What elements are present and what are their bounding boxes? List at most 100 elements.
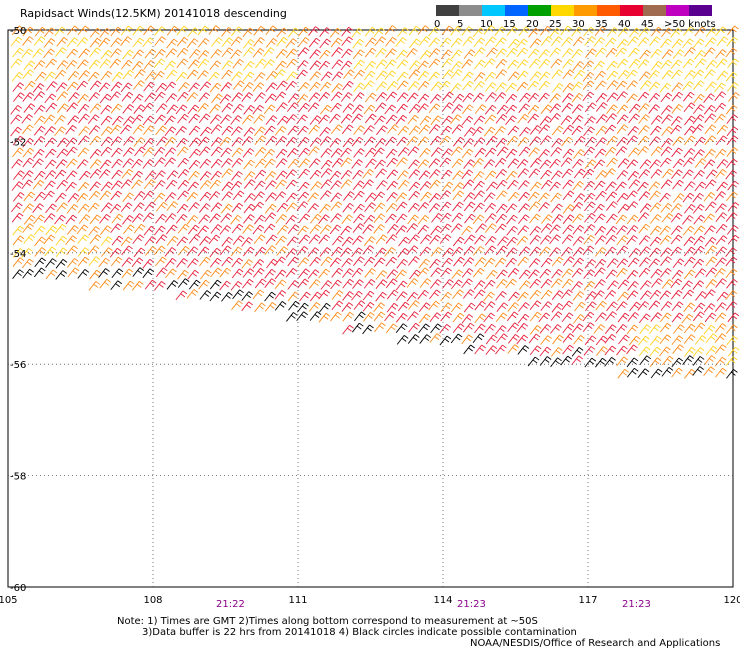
wind-barb: [66, 204, 79, 214]
wind-barb: [484, 104, 497, 115]
wind-barb: [177, 278, 190, 288]
wind-barb: [573, 314, 585, 324]
wind-barb: [495, 168, 508, 179]
wind-barb: [727, 180, 739, 191]
wind-barb: [605, 311, 617, 321]
wind-barb: [144, 236, 157, 246]
wind-barb: [99, 28, 112, 38]
wind-barb: [307, 192, 319, 203]
wind-barb: [483, 257, 496, 268]
wind-barb: [187, 224, 200, 235]
wind-barb: [628, 179, 641, 189]
wind-barb: [607, 280, 619, 290]
wind-barb: [76, 159, 89, 169]
wind-barb: [309, 291, 322, 302]
wind-barb: [571, 92, 584, 103]
wind-barb: [142, 190, 155, 201]
wind-barb: [703, 104, 716, 115]
wind-barb: [627, 36, 639, 47]
wind-barb: [385, 114, 398, 125]
wind-barb: [353, 59, 365, 70]
wind-barb: [604, 37, 617, 48]
wind-barb: [111, 268, 124, 279]
wind-barb: [672, 258, 685, 269]
wind-barb: [705, 27, 718, 37]
wind-barb: [197, 38, 210, 48]
wind-barb: [396, 157, 408, 167]
wind-barb: [429, 94, 442, 104]
wind-barb: [518, 146, 531, 157]
wind-barb: [704, 237, 717, 247]
wind-barb: [99, 278, 111, 289]
wind-barb: [409, 269, 421, 280]
wind-barb: [725, 268, 738, 279]
wind-barb: [507, 333, 520, 344]
wind-barb: [693, 214, 706, 225]
wind-barb: [386, 81, 399, 91]
wind-barb: [529, 181, 542, 192]
wind-barb: [714, 312, 727, 323]
wind-barb: [704, 69, 716, 79]
wind-barb: [431, 212, 443, 223]
wind-barb: [398, 236, 410, 247]
wind-barb: [65, 60, 78, 70]
wind-barb: [353, 69, 365, 80]
wind-barb: [319, 302, 331, 313]
wind-barb: [419, 246, 432, 257]
wind-barb: [549, 234, 561, 245]
wind-barb: [231, 223, 244, 234]
wind-barb: [582, 322, 595, 332]
wind-barb: [254, 278, 267, 289]
wind-barb: [176, 91, 189, 102]
wind-barb: [670, 203, 683, 213]
wind-barb: [243, 171, 256, 181]
wind-barb: [649, 335, 662, 346]
wind-barb: [274, 269, 287, 280]
wind-barb: [694, 268, 707, 278]
wind-barb: [593, 203, 605, 214]
wind-barb: [529, 246, 541, 257]
wind-barb: [428, 103, 441, 113]
wind-barb: [44, 246, 57, 257]
wind-barb: [221, 27, 233, 37]
wind-barb: [43, 27, 56, 38]
wind-barb: [661, 367, 674, 377]
wind-barb: [637, 59, 650, 69]
wind-barb: [639, 257, 651, 267]
wind-barb: [650, 146, 663, 157]
wind-barb: [164, 147, 177, 157]
wind-barb: [100, 49, 113, 60]
wind-barb: [517, 291, 529, 302]
wind-barb: [397, 125, 410, 136]
wind-barb: [198, 92, 211, 102]
wind-barb: [616, 91, 628, 101]
wind-barb: [329, 224, 342, 235]
wind-barb: [704, 135, 717, 145]
wind-barb: [573, 135, 586, 146]
wind-barb: [353, 256, 365, 266]
wind-barb: [298, 268, 310, 279]
wind-barb: [395, 201, 408, 212]
wind-barb: [219, 245, 232, 256]
wind-barb: [571, 281, 583, 291]
wind-barb: [55, 159, 68, 169]
wind-barb: [408, 103, 421, 114]
wind-barb: [120, 25, 133, 36]
wind-barb: [727, 25, 739, 36]
wind-barb: [132, 267, 145, 277]
wind-barb: [265, 82, 278, 92]
wind-barb: [507, 59, 519, 70]
wind-barb: [199, 180, 212, 190]
wind-barb: [276, 36, 288, 47]
wind-barb: [330, 213, 342, 223]
wind-barb: [617, 203, 630, 214]
wind-barb: [604, 246, 617, 257]
wind-barb: [726, 147, 739, 157]
wind-barb: [595, 357, 607, 368]
wind-barb: [584, 290, 597, 301]
wind-barb: [726, 36, 739, 47]
wind-barb: [143, 225, 156, 236]
wind-barb: [484, 202, 497, 213]
wind-barb: [187, 269, 200, 280]
wind-barb: [562, 214, 575, 225]
